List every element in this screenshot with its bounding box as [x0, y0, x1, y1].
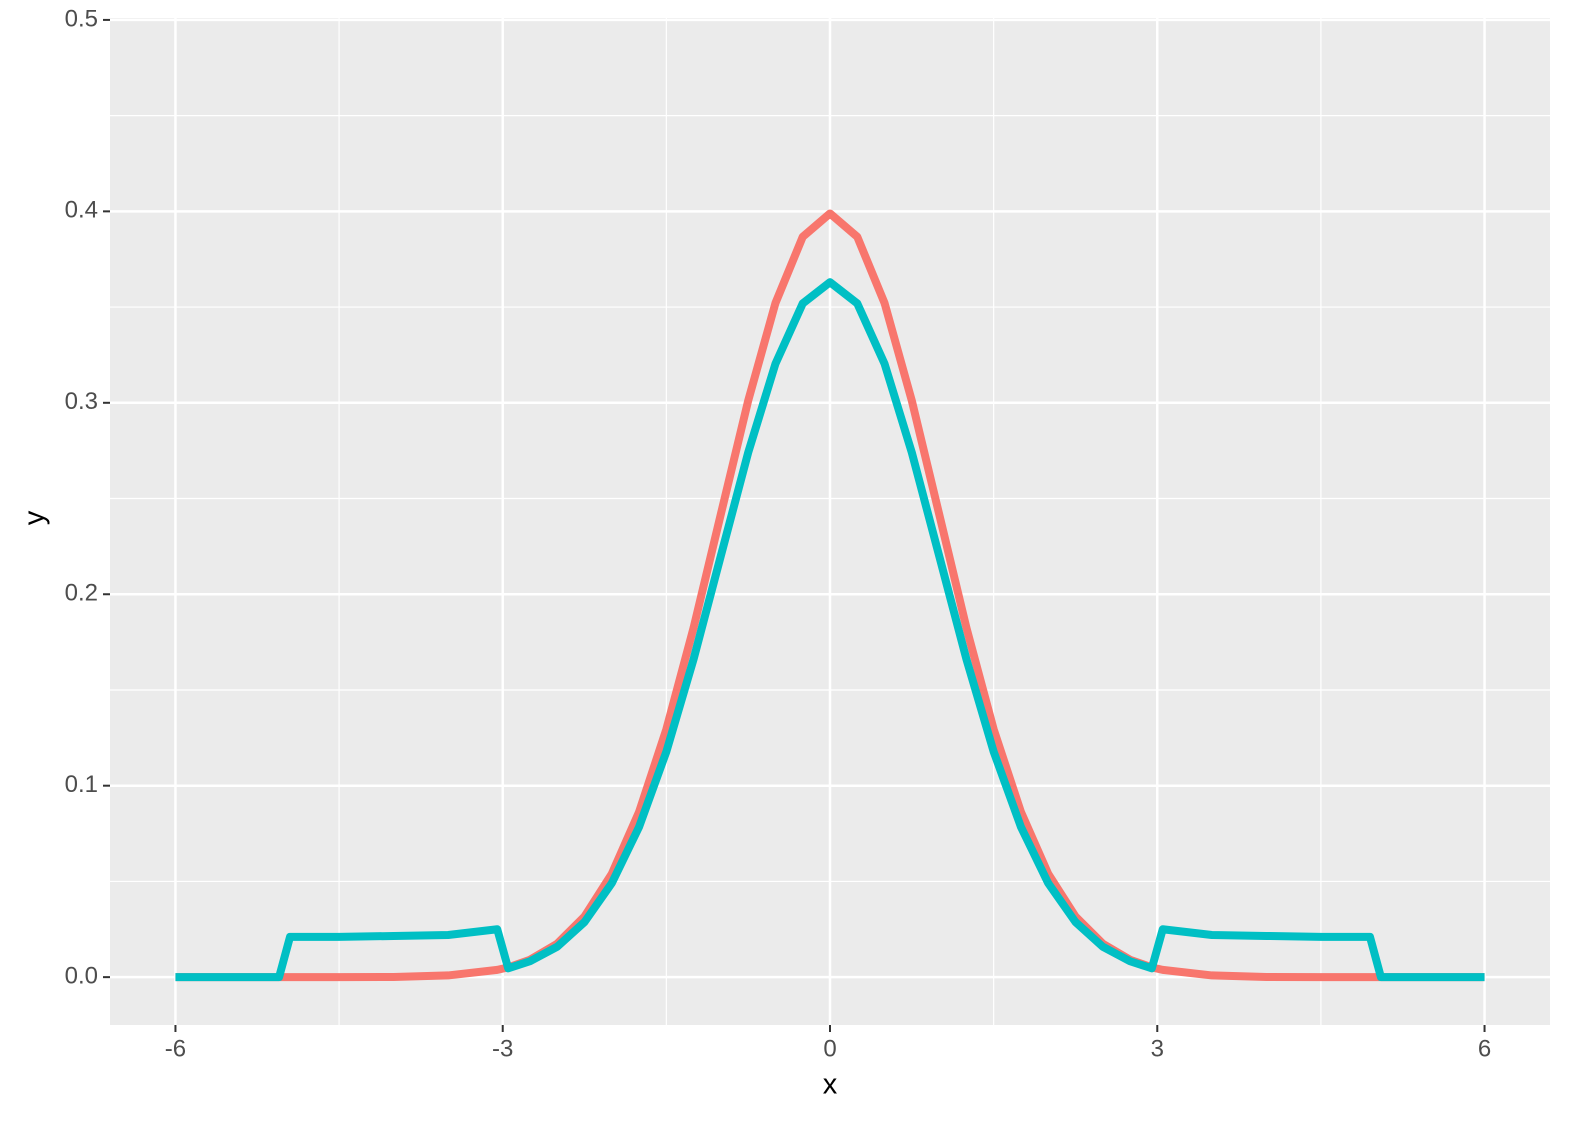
y-axis-title: y [19, 510, 51, 525]
y-tick-label: 0.5 [65, 5, 98, 32]
y-tick-label: 0.3 [65, 388, 98, 415]
x-tick-label: -3 [492, 1035, 513, 1062]
x-tick-label: -6 [165, 1035, 186, 1062]
y-tick-label: 0.1 [65, 771, 98, 798]
line-series [175, 278, 1485, 982]
x-tick-label: 6 [1478, 1035, 1491, 1062]
x-tick-label: 3 [1151, 1035, 1164, 1062]
x-axis-title: x [823, 1069, 838, 1101]
line-series [175, 209, 1485, 982]
y-tick-label: 0.2 [65, 580, 98, 607]
x-tick-label: 0 [823, 1035, 836, 1062]
y-tick-label: 0.4 [65, 197, 98, 224]
y-tick-label: 0.0 [65, 962, 98, 989]
